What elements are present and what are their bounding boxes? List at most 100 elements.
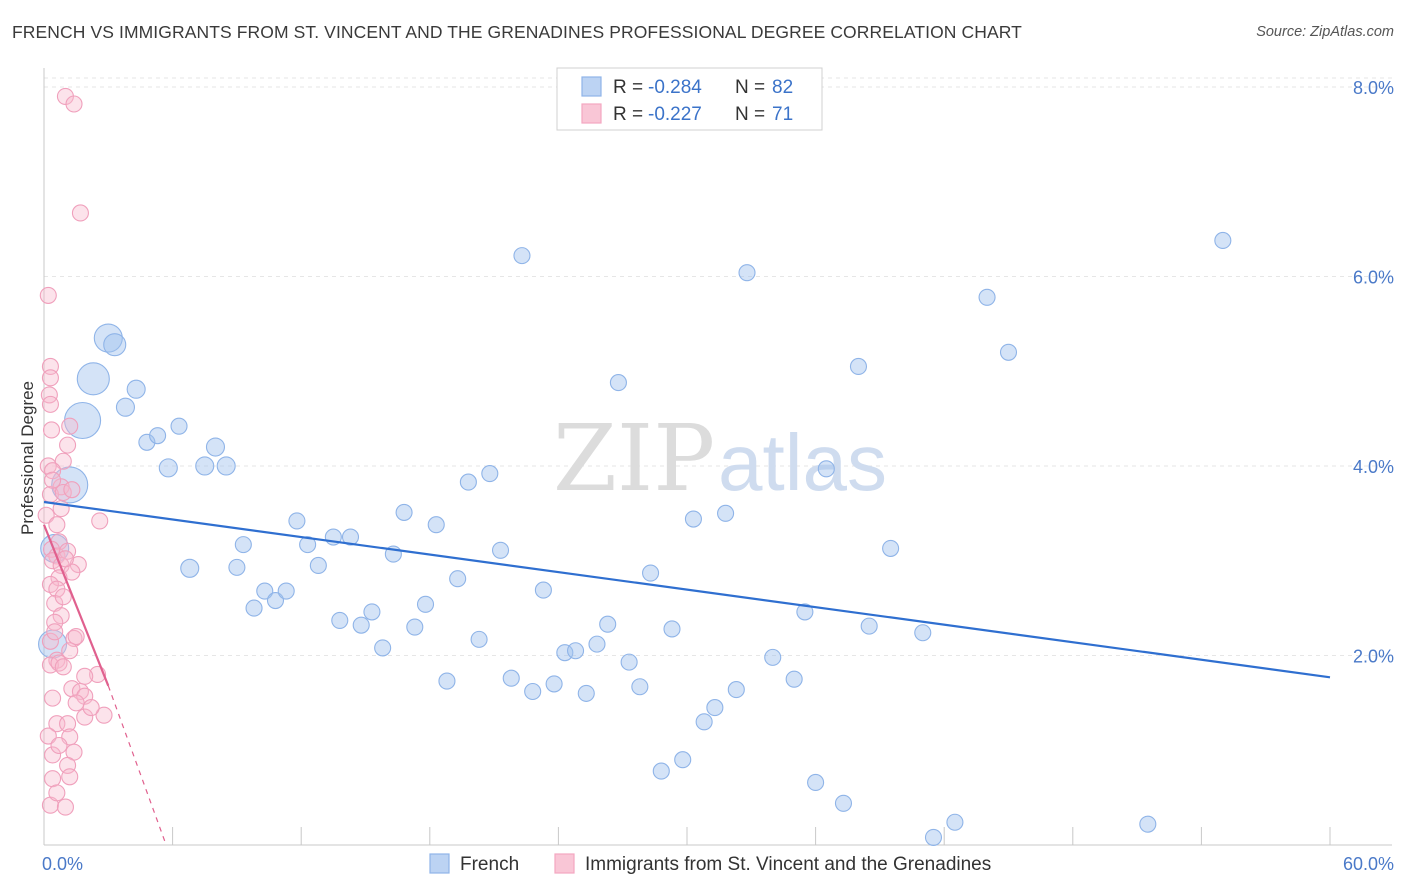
point-french: [288, 512, 306, 530]
point-french: [149, 427, 167, 445]
point-french: [978, 288, 996, 306]
point-french: [277, 582, 295, 600]
point-svg: [71, 204, 89, 222]
point-french: [438, 672, 456, 690]
point-french: [577, 684, 595, 702]
point-french: [363, 603, 381, 621]
point-french: [785, 670, 803, 688]
chart-title: FRENCH VS IMMIGRANTS FROM ST. VINCENT AN…: [12, 22, 1022, 42]
point-french: [126, 379, 146, 399]
point-svg: [95, 706, 113, 724]
point-svg: [44, 689, 62, 707]
point-french: [216, 456, 236, 476]
point-french: [138, 433, 156, 451]
point-french: [374, 639, 392, 657]
bottom-legend-swatch-svg: [554, 853, 575, 874]
y-tick-label: 8.0%: [1353, 78, 1394, 98]
point-french: [946, 813, 964, 831]
point-svg: [67, 694, 85, 712]
point-svg: [46, 613, 64, 631]
point-french: [352, 616, 370, 634]
y-tick-label: 6.0%: [1353, 267, 1394, 287]
y-tick-labels: 2.0% 4.0% 6.0% 8.0%: [1353, 78, 1394, 667]
axes: [43, 68, 1392, 846]
point-svg: [59, 715, 77, 733]
point-french: [620, 653, 638, 671]
point-svg: [48, 784, 66, 802]
point-french: [738, 264, 756, 282]
trend-line-svg: [42, 524, 110, 687]
trend-line-svg-extension: [107, 685, 167, 846]
point-french: [416, 595, 435, 613]
point-french: [1214, 231, 1232, 250]
point-french: [652, 762, 670, 780]
point-french: [524, 682, 542, 701]
point-french: [849, 357, 868, 376]
point-svg: [37, 506, 55, 524]
point-french: [674, 751, 692, 769]
point-french: [609, 374, 627, 392]
grid-lines: [44, 77, 1392, 656]
point-french: [115, 397, 135, 417]
point-french: [266, 591, 285, 610]
point-french: [717, 504, 735, 522]
point-french: [914, 624, 932, 642]
point-svg: [50, 736, 68, 755]
point-french: [76, 362, 110, 396]
x-tick-label-min: 0.0%: [42, 854, 83, 874]
point-french: [695, 713, 713, 731]
point-svg: [76, 708, 94, 726]
legend-swatch-french: [581, 76, 602, 97]
point-svg: [54, 452, 72, 470]
point-french: [256, 582, 274, 600]
point-svg: [91, 512, 109, 530]
point-french: [545, 675, 563, 693]
point-french: [534, 581, 552, 599]
point-svg: [65, 95, 83, 113]
point-french: [170, 417, 188, 435]
source-credit: Source: ZipAtlas.com: [1256, 24, 1394, 40]
bottom-legend-swatch-french: [429, 853, 450, 874]
point-french: [93, 323, 123, 353]
point-svg: [67, 627, 85, 646]
legend-swatch-svg: [581, 103, 602, 124]
point-french: [727, 681, 745, 699]
bottom-legend-label-french: French: [460, 854, 519, 875]
point-french: [882, 539, 900, 557]
point-french: [706, 699, 724, 717]
point-french: [228, 558, 246, 576]
point-french: [817, 460, 835, 478]
point-svg: [82, 699, 100, 717]
point-svg: [44, 462, 62, 480]
point-french: [470, 630, 488, 648]
bottom-legend: French Immigrants from St. Vincent and t…: [429, 853, 991, 875]
point-french: [588, 635, 606, 653]
point-french: [807, 773, 825, 792]
legend-n-label-french: N =: [735, 77, 765, 98]
trend-lines: [42, 500, 1331, 846]
point-french: [764, 648, 782, 666]
point-svg: [44, 770, 62, 788]
legend-n-value-svg: 71: [772, 104, 793, 125]
point-svg: [42, 421, 61, 439]
point-svg: [56, 798, 74, 816]
point-french: [631, 678, 649, 696]
point-french: [1139, 815, 1157, 833]
point-french: [502, 669, 520, 687]
point-french: [491, 541, 510, 559]
point-french: [205, 437, 226, 457]
point-french: [234, 536, 252, 554]
point-french: [513, 247, 531, 265]
watermark-atlas: atlas: [718, 418, 887, 507]
y-axis-label: Professional Degree: [18, 381, 37, 535]
point-svg: [54, 658, 72, 676]
point-french: [663, 620, 681, 638]
point-svg: [44, 746, 62, 764]
point-french: [684, 510, 702, 528]
point-french: [924, 828, 943, 846]
point-french: [566, 642, 585, 660]
point-french: [796, 603, 814, 621]
point-svg: [48, 516, 66, 534]
legend-r-value-french: -0.284: [648, 77, 702, 98]
point-french: [449, 570, 467, 588]
